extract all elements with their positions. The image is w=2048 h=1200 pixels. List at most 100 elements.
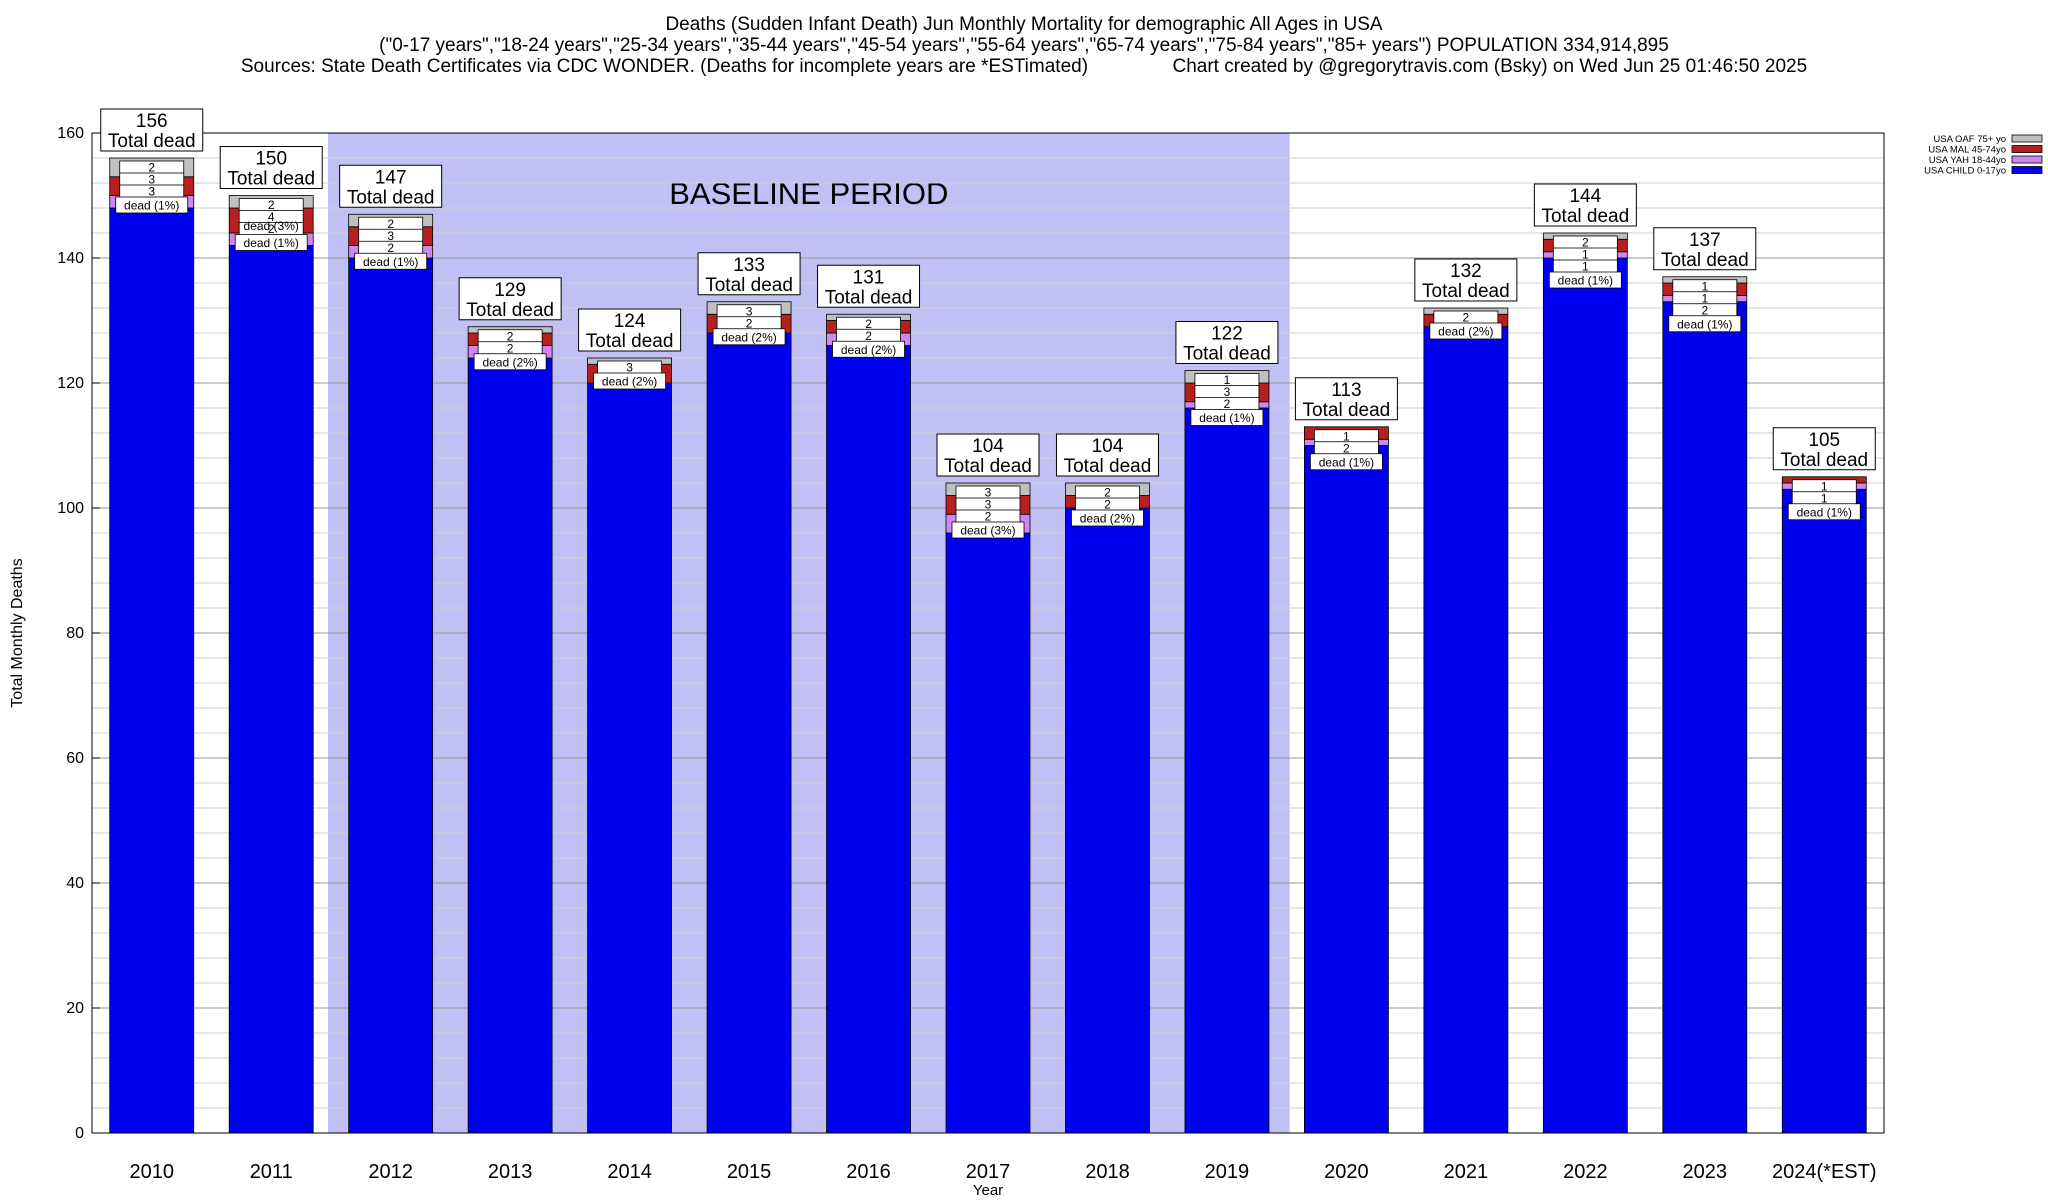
total-label-box <box>100 108 204 152</box>
bar-segment-child <box>1662 301 1748 1134</box>
bar-segment-child <box>1065 507 1150 1134</box>
total-value-label: 133 <box>733 255 765 276</box>
total-label-box <box>1653 227 1757 271</box>
total-label-box <box>339 164 443 208</box>
total-dead-label: Total dead <box>1422 281 1510 302</box>
legend-label: USA OAF 75+ yo <box>1933 134 2006 145</box>
total-value-label: 150 <box>255 149 287 170</box>
total-value-label: 122 <box>1211 324 1243 345</box>
chart-title-line-2: ("0-17 years","18-24 years","25-34 years… <box>379 35 1669 56</box>
total-dead-label: Total dead <box>1183 344 1271 365</box>
total-dead-label: Total dead <box>347 187 435 208</box>
segment-label: 2 <box>746 316 753 330</box>
chart-title-line-3: Sources: State Death Certificates via CD… <box>240 56 1808 77</box>
x-tick-label: 2013 <box>488 1161 533 1183</box>
x-tick-label: 2016 <box>846 1161 891 1183</box>
chart-title-line-1: Deaths (Sudden Infant Death) Jun Monthly… <box>665 14 1383 35</box>
y-tick-label: 60 <box>66 750 84 767</box>
x-axis-title: Year <box>973 1182 1003 1199</box>
segment-label: 3 <box>1224 385 1231 399</box>
segment-label: 2 <box>148 161 155 175</box>
pct-label-box <box>593 372 666 390</box>
pct-label: dead (2%) <box>602 375 657 389</box>
total-dead-label: Total dead <box>705 275 793 296</box>
y-tick-label: 140 <box>57 250 84 267</box>
total-value-label: 113 <box>1331 380 1361 401</box>
y-tick-label: 160 <box>57 125 84 142</box>
x-tick-label: 2017 <box>966 1161 1011 1183</box>
bar-segment-child <box>348 257 434 1134</box>
pct-label: dead (2%) <box>841 343 896 357</box>
total-label-box <box>1533 183 1637 227</box>
total-dead-label: Total dead <box>1541 206 1629 227</box>
pct-label: dead (2%) <box>1080 512 1135 526</box>
segment-label: 2 <box>387 241 394 255</box>
pct-label-box <box>1190 409 1264 426</box>
pct-label: dead (1%) <box>1677 317 1732 331</box>
pct-label: dead (2%) <box>1438 325 1493 339</box>
segment-label: 2 <box>268 222 275 236</box>
total-dead-label: Total dead <box>586 331 674 352</box>
total-dead-label: Total dead <box>108 131 196 152</box>
x-tick-label: 2018 <box>1085 1161 1130 1183</box>
y-tick-label: 40 <box>66 875 84 892</box>
bar-segment-child <box>1542 257 1628 1134</box>
pct-label: dead (1%) <box>1797 505 1852 519</box>
total-dead-label: Total dead <box>1303 400 1391 421</box>
total-value-label: 124 <box>614 311 646 332</box>
y-tick-label: 80 <box>66 625 84 642</box>
total-label-box <box>1175 321 1279 364</box>
bar-segment-child <box>109 207 195 1134</box>
pct-label: dead (2%) <box>721 330 776 344</box>
legend-label: USA MAL 45-74yo <box>1928 145 2006 156</box>
x-tick-label: 2019 <box>1205 1161 1250 1183</box>
total-value-label: 147 <box>375 167 407 188</box>
bar-segment-child <box>1423 326 1509 1134</box>
x-tick-label: 2011 <box>250 1161 293 1183</box>
pct-label-box <box>115 196 189 214</box>
segment-label: 2 <box>865 317 872 331</box>
bar-segment-child <box>467 357 553 1134</box>
total-dead-label: Total dead <box>227 169 315 190</box>
segment-label: 2 <box>1463 311 1470 325</box>
total-dead-label: Total dead <box>944 456 1032 477</box>
bar-segment-child <box>945 532 1031 1134</box>
bar-segment-child <box>1781 488 1867 1134</box>
segment-label: 2 <box>1104 486 1111 500</box>
total-label-box <box>1055 433 1159 477</box>
total-value-label: 132 <box>1450 261 1482 282</box>
segment-pct-label: dead (3%) <box>244 219 299 233</box>
segment-label: 2 <box>1343 441 1350 455</box>
x-tick-label: 2020 <box>1324 1161 1369 1183</box>
y-tick-label: 100 <box>57 500 84 517</box>
segment-label: 2 <box>1701 303 1708 317</box>
legend-swatch <box>2011 145 2043 153</box>
segment-label: 1 <box>1582 260 1589 274</box>
pct-label: dead (3%) <box>960 524 1015 538</box>
segment-label: 3 <box>148 173 155 187</box>
x-tick-label: 2010 <box>129 1161 174 1183</box>
pct-label-box <box>712 328 786 346</box>
total-label-box <box>817 264 921 308</box>
pct-label-box <box>951 521 1025 539</box>
bar-segment-child <box>826 345 911 1134</box>
total-value-label: 131 <box>853 267 885 288</box>
segment-label: 2 <box>268 198 275 212</box>
pct-label-box <box>1071 509 1144 527</box>
total-value-label: 104 <box>1092 436 1124 457</box>
total-label-box <box>219 146 323 189</box>
pct-label: dead (1%) <box>1558 274 1613 288</box>
pct-label-box <box>473 353 547 371</box>
